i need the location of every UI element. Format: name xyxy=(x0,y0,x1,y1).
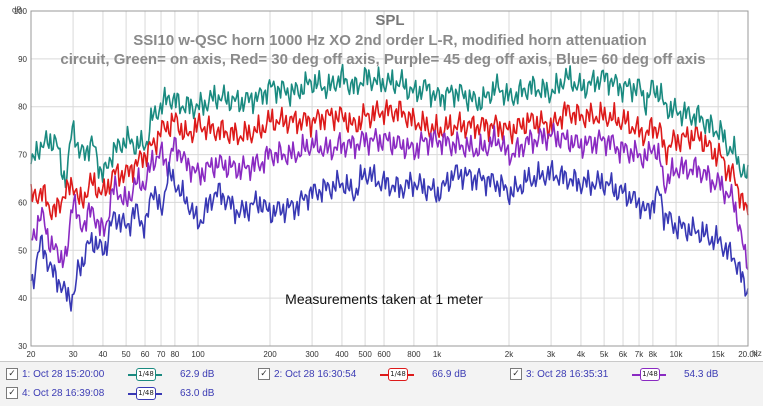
x-tick-label: 70 xyxy=(157,350,166,359)
y-tick-labels: 30 40 50 60 70 80 90 100 xyxy=(14,7,28,351)
smoothing-box-1: 1/48 xyxy=(136,367,156,381)
y-tick-label: 80 xyxy=(18,103,27,112)
x-tick-label: 10k xyxy=(670,350,684,359)
x-tick-label: 80 xyxy=(170,350,179,359)
smoothing-box-2: 1/48 xyxy=(388,367,408,381)
legend-item-3[interactable]: ✓ 3: Oct 28 16:35:31 1/48 54.3 dB xyxy=(510,365,718,383)
x-tick-label: 1k xyxy=(433,350,442,359)
legend-swatch-4[interactable]: 1/48 xyxy=(128,386,162,400)
x-tick-label: 15k xyxy=(712,350,726,359)
y-tick-label: 60 xyxy=(18,198,27,207)
legend-label-1: 1: Oct 28 15:20:00 xyxy=(22,368,105,380)
x-tick-label: 3k xyxy=(547,350,556,359)
x-tick-label: 800 xyxy=(407,350,421,359)
x-tick-label: 40 xyxy=(98,350,107,359)
x-tick-label: 300 xyxy=(305,350,319,359)
x-tick-label: 200 xyxy=(263,350,277,359)
x-tick-label: 4k xyxy=(577,350,586,359)
legend-swatch-1[interactable]: 1/48 xyxy=(128,367,162,381)
x-tick-label: 500 xyxy=(358,350,372,359)
legend-value-1: 62.9 dB xyxy=(180,368,215,380)
legend-swatch-2[interactable]: 1/48 xyxy=(380,367,414,381)
series-line-2 xyxy=(30,99,749,221)
x-tick-label: 30 xyxy=(69,350,78,359)
legend-checkbox-2[interactable]: ✓ xyxy=(258,368,270,380)
series-line-3 xyxy=(30,122,749,270)
x-tick-label: 100 xyxy=(191,350,205,359)
legend-bar: ✓ 1: Oct 28 15:20:00 1/48 62.9 dB ✓ 2: O… xyxy=(0,361,763,406)
x-axis-label: Hz xyxy=(752,349,762,358)
y-axis-label: dB xyxy=(12,6,22,15)
legend-swatch-3[interactable]: 1/48 xyxy=(632,367,666,381)
y-tick-label: 30 xyxy=(18,342,27,351)
y-tick-label: 50 xyxy=(18,246,27,255)
legend-label-2: 2: Oct 28 16:30:54 xyxy=(274,368,357,380)
x-tick-label: 400 xyxy=(335,350,349,359)
chart-background xyxy=(0,0,763,361)
x-tick-label: 8k xyxy=(649,350,658,359)
legend-value-3: 54.3 dB xyxy=(684,368,719,380)
x-tick-label: 600 xyxy=(377,350,391,359)
legend-checkbox-3[interactable]: ✓ xyxy=(510,368,522,380)
x-tick-label: 50 xyxy=(122,350,131,359)
x-tick-label: 20 xyxy=(27,350,36,359)
plot-frame xyxy=(30,10,749,347)
legend-checkbox-1[interactable]: ✓ xyxy=(6,368,18,380)
series-lines xyxy=(30,63,749,312)
legend-label-3: 3: Oct 28 16:35:31 xyxy=(526,368,609,380)
x-tick-label: 60 xyxy=(141,350,150,359)
series-line-4 xyxy=(30,160,749,312)
legend-item-4[interactable]: ✓ 4: Oct 28 16:39:08 1/48 63.0 dB xyxy=(6,384,214,402)
chart-subtitle-line-2: circuit, Green= on axis, Red= 30 deg off… xyxy=(60,51,705,68)
x-tick-label: 20.0k xyxy=(738,350,759,359)
x-tick-label: 6k xyxy=(619,350,628,359)
series-line-1 xyxy=(30,63,749,189)
y-tick-label: 100 xyxy=(14,7,28,16)
legend-checkbox-4[interactable]: ✓ xyxy=(6,387,18,399)
legend-value-2: 66.9 dB xyxy=(432,368,467,380)
x-tick-labels: 20 30 40 50 60 70 80 100 200 300 400 500 600 800 1k 2k 3… xyxy=(27,350,759,359)
y-tick-label: 90 xyxy=(18,55,27,64)
y-tick-label: 40 xyxy=(18,294,27,303)
chart-subtitle-line-1: SSI10 w-QSC horn 1000 Hz XO 2nd order L-… xyxy=(133,32,646,49)
smoothing-box-3: 1/48 xyxy=(640,367,660,381)
x-tick-label: 2k xyxy=(505,350,514,359)
legend-item-1[interactable]: ✓ 1: Oct 28 15:20:00 1/48 62.9 dB xyxy=(6,365,214,383)
smoothing-box-4: 1/48 xyxy=(136,386,156,400)
legend-value-4: 63.0 dB xyxy=(180,387,215,399)
chart-title: SPL xyxy=(375,12,404,29)
legend-label-4: 4: Oct 28 16:39:08 xyxy=(22,387,105,399)
measurement-note: Measurements taken at 1 meter xyxy=(285,291,483,307)
x-tick-label: 7k xyxy=(635,350,644,359)
legend-item-2[interactable]: ✓ 2: Oct 28 16:30:54 1/48 66.9 dB xyxy=(258,365,466,383)
y-tick-label: 70 xyxy=(18,151,27,160)
x-tick-label: 5k xyxy=(600,350,609,359)
